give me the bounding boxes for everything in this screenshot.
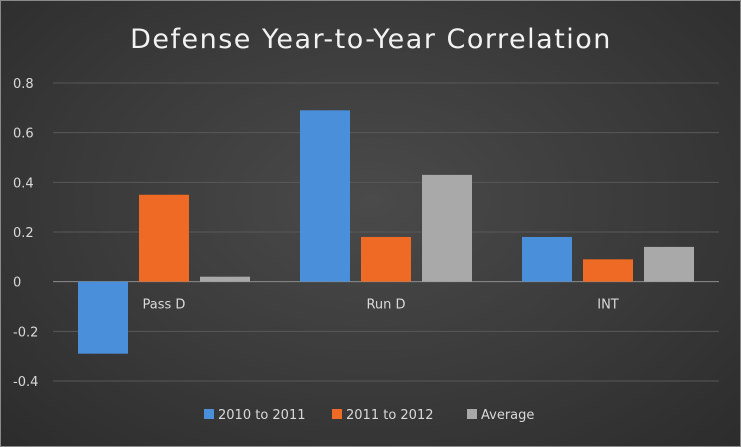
bar-pass-d-series-1: [139, 194, 189, 282]
y-tick-label: 0.2: [13, 226, 34, 241]
category-labels: Pass D Run D INT: [143, 298, 619, 313]
bar-int-series-0: [522, 236, 572, 282]
bar-pass-d-series-2: [200, 276, 250, 282]
category-label: Pass D: [143, 298, 186, 313]
y-tick-label: 0.4: [13, 176, 34, 191]
bar-run-d-series-2: [422, 174, 472, 282]
bar-run-d-series-1: [361, 236, 411, 282]
legend-label: Average: [481, 408, 534, 423]
y-axis-ticks: 0.8 0.6 0.4 0.2 0 -0.2 -0.4: [13, 77, 38, 390]
legend-swatch: [204, 409, 214, 419]
legend-swatch: [467, 409, 477, 419]
legend-label: 2011 to 2012: [346, 408, 433, 423]
bar-run-d-series-0: [300, 110, 350, 282]
legend-swatch: [332, 409, 342, 419]
bar-int-series-1: [583, 259, 633, 282]
y-tick-label: -0.2: [13, 325, 38, 340]
legend: 2010 to 2011 2011 to 2012 Average: [204, 408, 534, 423]
y-tick-label: 0: [13, 276, 21, 291]
y-tick-label: 0.6: [13, 127, 34, 142]
bars: [78, 110, 694, 354]
bar-pass-d-series-0: [78, 281, 128, 354]
legend-label: 2010 to 2011: [218, 408, 305, 423]
y-tick-label: 0.8: [13, 77, 34, 92]
category-label: INT: [597, 298, 619, 313]
y-tick-label: -0.4: [13, 375, 38, 390]
chart-title: Defense Year-to-Year Correlation: [130, 24, 612, 55]
category-label: Run D: [366, 298, 405, 313]
bar-int-series-2: [644, 246, 694, 282]
